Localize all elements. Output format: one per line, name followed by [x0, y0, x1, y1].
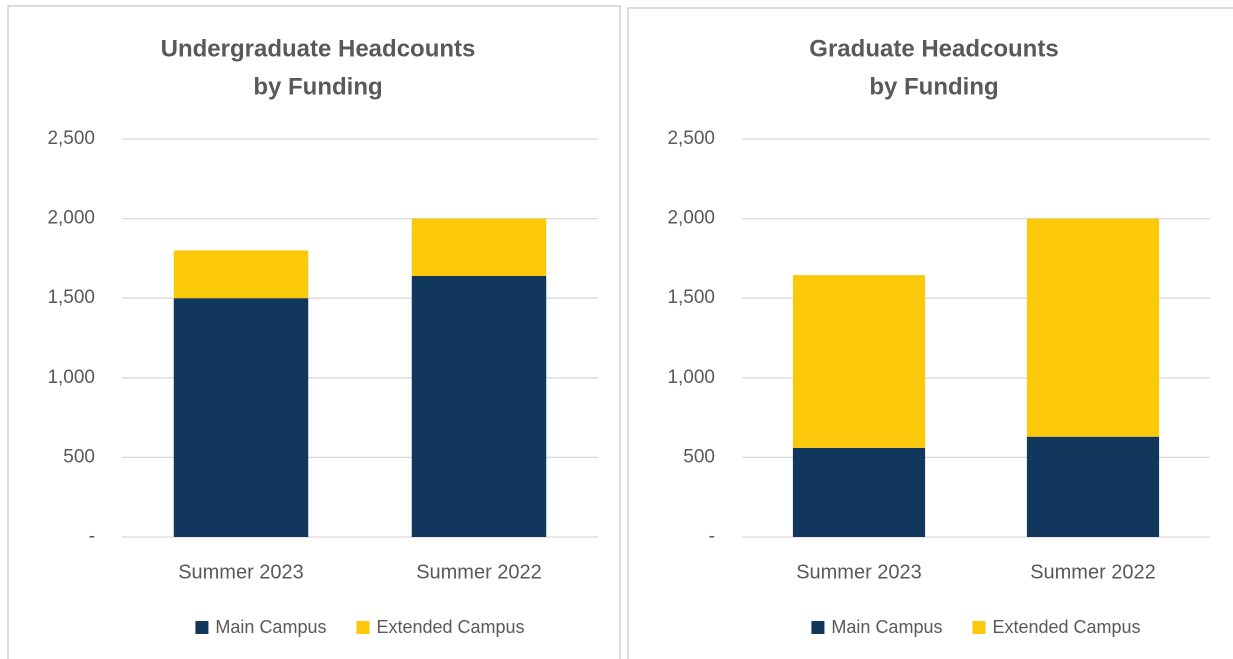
- y-tick-label: 500: [683, 446, 715, 467]
- legend-swatch: [356, 621, 370, 634]
- legend-swatch: [972, 621, 986, 634]
- y-tick-label: 500: [63, 446, 95, 467]
- x-tick-label: Summer 2023: [178, 561, 304, 583]
- x-tick-label: Summer 2022: [1030, 561, 1156, 583]
- chart-title: Graduate Headcounts: [809, 35, 1058, 62]
- bar-segment: [792, 275, 926, 448]
- bar-segment: [1026, 218, 1160, 437]
- y-tick-label: 2,500: [667, 128, 715, 149]
- panel-border: [627, 7, 1233, 659]
- x-tick-label: Summer 2022: [416, 561, 542, 583]
- chart-title: Undergraduate Headcounts: [161, 35, 476, 62]
- bar-segment: [411, 218, 547, 276]
- bar-segment: [792, 447, 926, 537]
- y-tick-label: 2,000: [667, 208, 715, 229]
- chart-title: by Funding: [253, 73, 382, 100]
- legend-swatch: [811, 621, 825, 634]
- bar-segment: [1026, 436, 1160, 537]
- bar-segment: [173, 298, 309, 537]
- y-tick-label: 1,500: [667, 287, 715, 308]
- legend-label: Extended Campus: [376, 617, 524, 637]
- chart-title: by Funding: [869, 73, 998, 100]
- bar-segment: [411, 275, 547, 537]
- x-tick-label: Summer 2023: [796, 561, 922, 583]
- y-tick-label: 1,000: [667, 367, 715, 388]
- legend-label: Main Campus: [831, 617, 942, 637]
- y-tick-label: 1,000: [47, 367, 95, 388]
- legend-label: Main Campus: [215, 617, 326, 637]
- bar-segment: [173, 250, 309, 299]
- y-tick-label: 2,000: [47, 208, 95, 229]
- y-tick-label: 2,500: [47, 128, 95, 149]
- y-tick-label: -: [709, 526, 715, 547]
- y-tick-label: 1,500: [47, 287, 95, 308]
- y-tick-label: -: [89, 526, 95, 547]
- panel-border: [7, 5, 621, 659]
- legend-swatch: [195, 621, 209, 634]
- legend-label: Extended Campus: [992, 617, 1140, 637]
